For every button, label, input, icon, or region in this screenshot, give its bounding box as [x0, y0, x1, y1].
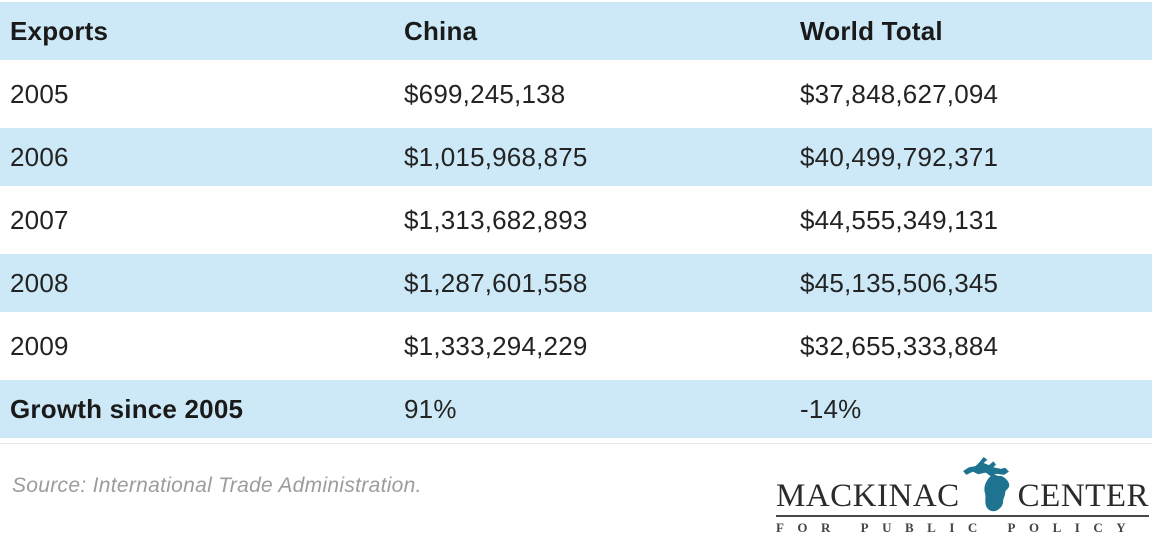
world-value: $37,848,627,094 [800, 78, 999, 109]
year-label: 2006 [10, 141, 69, 172]
table-row-2006: 2006 $1,015,968,875 $40,499,792,371 [0, 128, 1152, 186]
china-value: $699,245,138 [404, 78, 566, 109]
growth-china-value: 91% [404, 393, 457, 424]
china-value: $1,287,601,558 [404, 267, 588, 298]
growth-label: Growth since 2005 [10, 393, 244, 424]
table-bottom-divider [0, 443, 1152, 444]
column-header-china: China [404, 15, 478, 46]
michigan-state-icon [962, 457, 1009, 512]
world-value: $32,655,333,884 [800, 330, 999, 361]
world-value: $45,135,506,345 [800, 267, 999, 298]
table-row-2008: 2008 $1,287,601,558 $45,135,506,345 [0, 254, 1152, 312]
column-header-exports: Exports [10, 15, 109, 46]
china-value: $1,333,294,229 [404, 330, 588, 361]
year-label: 2009 [10, 330, 69, 361]
world-value: $44,555,349,131 [800, 204, 999, 235]
year-label: 2007 [10, 204, 69, 235]
table-row-2009: 2009 $1,333,294,229 $32,655,333,884 [0, 317, 1152, 375]
source-note: Source: International Trade Administrati… [12, 474, 422, 497]
table-header-row: Exports China World Total [0, 2, 1152, 60]
china-value: $1,313,682,893 [404, 204, 588, 235]
column-header-world-total: World Total [800, 15, 943, 46]
year-label: 2005 [10, 78, 69, 109]
mackinac-center-logo: MACKINAC CENTER FOR PUBLIC POLICY [775, 452, 1149, 536]
year-label: 2008 [10, 267, 69, 298]
table-row-2005: 2005 $699,245,138 $37,848,627,094 [0, 65, 1152, 123]
china-value: $1,015,968,875 [404, 141, 588, 172]
table-row-growth: Growth since 2005 91% -14% [0, 380, 1152, 438]
table-row-2007: 2007 $1,313,682,893 $44,555,349,131 [0, 191, 1152, 249]
logo-word-center: CENTER [1017, 477, 1149, 514]
growth-world-value: -14% [800, 393, 862, 424]
logo-tagline: FOR PUBLIC POLICY [775, 520, 1140, 535]
logo-wordmark: MACKINAC CENTER [776, 452, 1149, 512]
world-value: $40,499,792,371 [800, 141, 999, 172]
logo-rule [775, 515, 1149, 517]
logo-word-mackinac: MACKINAC [775, 477, 960, 514]
exports-table: Exports China World Total 2005 $699,245,… [0, 2, 1152, 444]
